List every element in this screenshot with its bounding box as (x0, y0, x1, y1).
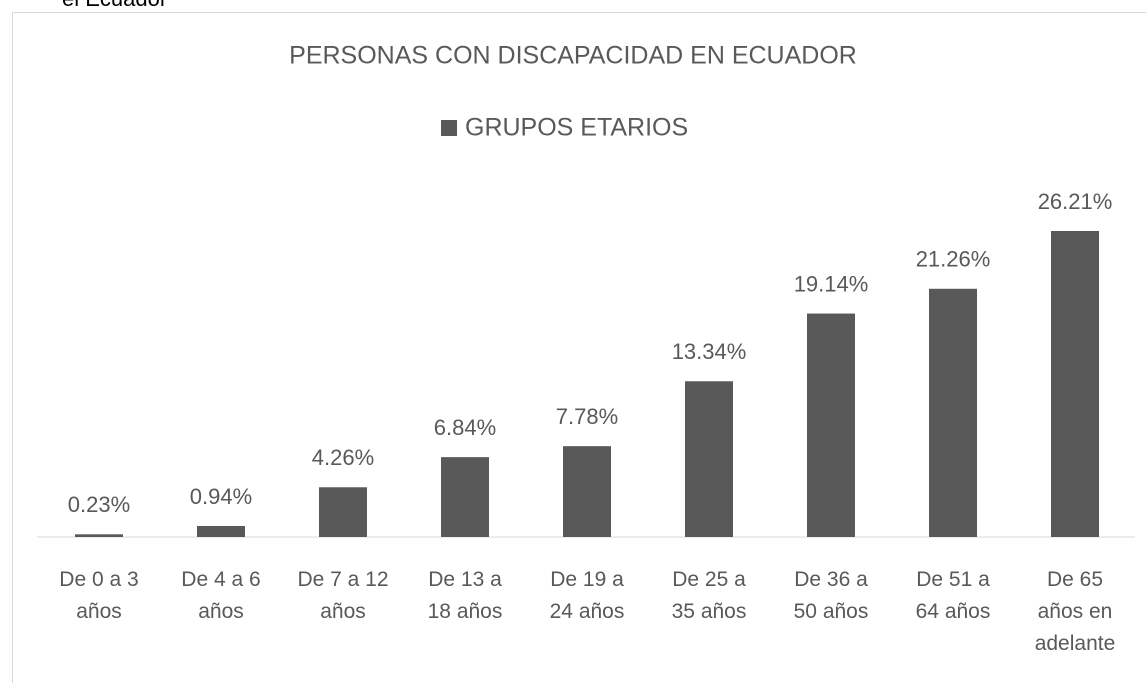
bar (807, 313, 855, 537)
legend-swatch (441, 120, 457, 136)
data-label: 26.21% (1038, 189, 1113, 214)
data-label: 21.26% (916, 247, 991, 272)
bar (563, 446, 611, 537)
bar (197, 526, 245, 537)
x-tick-label: De 65 años en adelante (1034, 568, 1116, 655)
chart-title: PERSONAS CON DISCAPACIDAD EN ECUADOR (289, 42, 857, 70)
data-label: 6.84% (434, 415, 496, 440)
bar (929, 288, 977, 537)
chart-frame (12, 12, 1146, 683)
data-label: 7.78% (556, 404, 618, 429)
data-label: 0.23% (68, 492, 130, 517)
bar (1051, 231, 1099, 537)
x-tick-label: De 4 a 6 años (181, 568, 261, 623)
bar (685, 381, 733, 537)
data-label: 13.34% (672, 339, 747, 364)
x-tick-label: De 25 a 35 años (671, 568, 747, 623)
data-label: 19.14% (794, 271, 869, 296)
x-tick-label: De 13 a 18 años (427, 568, 503, 623)
bar (75, 534, 123, 537)
bar (319, 487, 367, 537)
bar (441, 457, 489, 537)
data-label: 0.94% (190, 484, 252, 509)
data-label: 4.26% (312, 445, 374, 470)
x-tick-label: De 0 a 3 años (59, 568, 139, 623)
x-tick-label: De 7 a 12 años (297, 568, 389, 623)
caption: el Ecuador (62, 0, 167, 12)
x-tick-label: De 51 a 64 años (915, 568, 991, 623)
legend-label: GRUPOS ETARIOS (465, 114, 688, 142)
x-tick-label: De 19 a 24 años (549, 568, 625, 623)
x-tick-label: De 36 a 50 años (793, 568, 869, 623)
